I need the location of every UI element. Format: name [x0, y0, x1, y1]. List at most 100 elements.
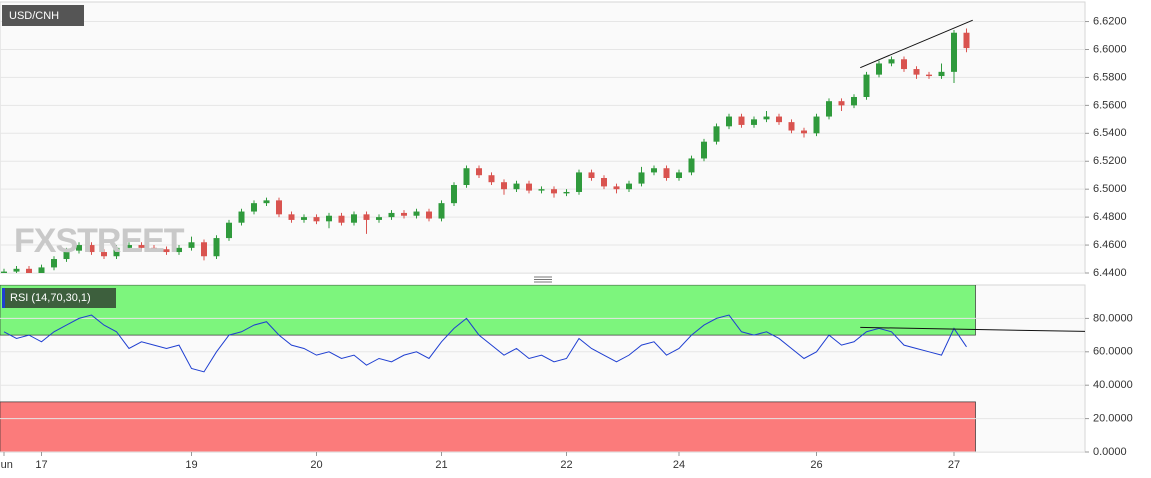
candle-body: [101, 252, 107, 257]
candle-body: [13, 268, 20, 272]
candle-body: [688, 158, 695, 173]
candle-body: [338, 215, 345, 223]
candle-body: [213, 238, 220, 257]
indicator-label: RSI (14,70,30,1): [10, 292, 91, 304]
candle-body: [776, 116, 782, 123]
candle-body: [451, 184, 457, 204]
trendline: [860, 19, 973, 69]
x-tick-label: 19: [185, 459, 197, 471]
y-tick-label: 6.5200: [1093, 155, 1127, 167]
x-tick-label: 22: [560, 459, 572, 471]
candle-body: [276, 200, 282, 215]
y-tick-label: 6.5400: [1093, 127, 1127, 139]
x-tick-label: 27: [948, 459, 960, 471]
candle-body: [938, 71, 945, 77]
candle-body: [151, 247, 157, 250]
y-tick-label: 6.5600: [1093, 99, 1127, 111]
candle-body: [851, 96, 857, 106]
candle-body: [388, 212, 395, 218]
candle-body: [876, 63, 882, 75]
candle-body: [513, 183, 520, 190]
candle-body: [563, 191, 570, 194]
candle-body: [601, 178, 607, 187]
candle-body: [751, 119, 757, 125]
overbought-zone: [0, 285, 976, 336]
y-tick-label: 80.0000: [1093, 312, 1133, 324]
candle-body: [926, 74, 932, 77]
price-panel: [0, 1, 1086, 274]
x-tick-label: 26: [810, 459, 822, 471]
candle-body: [488, 175, 495, 183]
y-tick-label: 6.6200: [1093, 15, 1127, 27]
candle-body: [426, 211, 432, 219]
candle-body: [113, 247, 120, 257]
candle-body: [138, 245, 145, 248]
candle-body: [863, 74, 870, 97]
candle-body: [713, 126, 720, 142]
indicator-badge: [2, 288, 116, 308]
candle-body: [251, 203, 257, 212]
candle-body: [76, 245, 82, 251]
candle-body: [838, 101, 845, 106]
candle-body: [576, 172, 582, 192]
x-tick-label: Jun: [0, 459, 13, 471]
y-tick-label: 6.4800: [1093, 211, 1127, 223]
candle-body: [888, 59, 895, 64]
y-tick-label: 40.0000: [1093, 379, 1133, 391]
candle-body: [826, 101, 832, 117]
candle-body: [51, 259, 57, 268]
candle-body: [588, 172, 595, 179]
candle-body: [88, 245, 95, 253]
y-tick-label: 6.6000: [1093, 43, 1127, 55]
candle-body: [126, 245, 132, 248]
x-tick-label: 20: [310, 459, 322, 471]
candle-body: [401, 212, 407, 216]
chart-title: USD/CNH: [9, 10, 59, 22]
candle-body: [238, 211, 245, 223]
y-tick-label: 6.4400: [1093, 267, 1127, 279]
candle-body: [163, 249, 170, 253]
x-tick-label: 21: [435, 459, 447, 471]
y-tick-label: 0.0000: [1093, 446, 1127, 458]
candle-body: [376, 217, 382, 220]
candle-body: [1, 271, 7, 273]
panel-splitter[interactable]: [534, 276, 552, 283]
candle-body: [813, 116, 820, 134]
candle-body: [476, 168, 482, 176]
candle-body: [188, 242, 195, 248]
candle-body: [313, 217, 320, 222]
candle-body: [788, 122, 795, 131]
candle-body: [351, 214, 357, 223]
candle-body: [738, 116, 745, 125]
candle-body: [613, 186, 620, 190]
candle-body: [638, 172, 645, 184]
candle-body: [701, 141, 707, 159]
y-tick-label: 60.0000: [1093, 346, 1133, 358]
candle-body: [726, 116, 732, 127]
candle-body: [301, 217, 307, 220]
candle-body: [26, 268, 32, 273]
candle-body: [38, 267, 45, 273]
candle-body: [413, 211, 420, 216]
symbol-badge: [2, 5, 84, 26]
candle-body: [538, 189, 545, 191]
oversold-zone: [0, 401, 976, 452]
candle-body: [438, 203, 445, 219]
candle-body: [63, 250, 70, 260]
candle-body: [901, 59, 907, 70]
candle-body: [651, 168, 657, 173]
candle-body: [801, 130, 807, 134]
candle-body: [176, 247, 182, 253]
candle-body: [501, 182, 507, 190]
candle-body: [763, 116, 770, 120]
candle-body: [913, 69, 920, 75]
candle-body: [226, 222, 232, 239]
candle-body: [363, 214, 370, 220]
candle-body: [526, 183, 532, 191]
candle-body: [963, 32, 970, 49]
candle-body: [663, 168, 670, 179]
y-tick-label: 6.4600: [1093, 239, 1127, 251]
candle-body: [201, 242, 207, 257]
rsi-line: [3, 314, 967, 373]
